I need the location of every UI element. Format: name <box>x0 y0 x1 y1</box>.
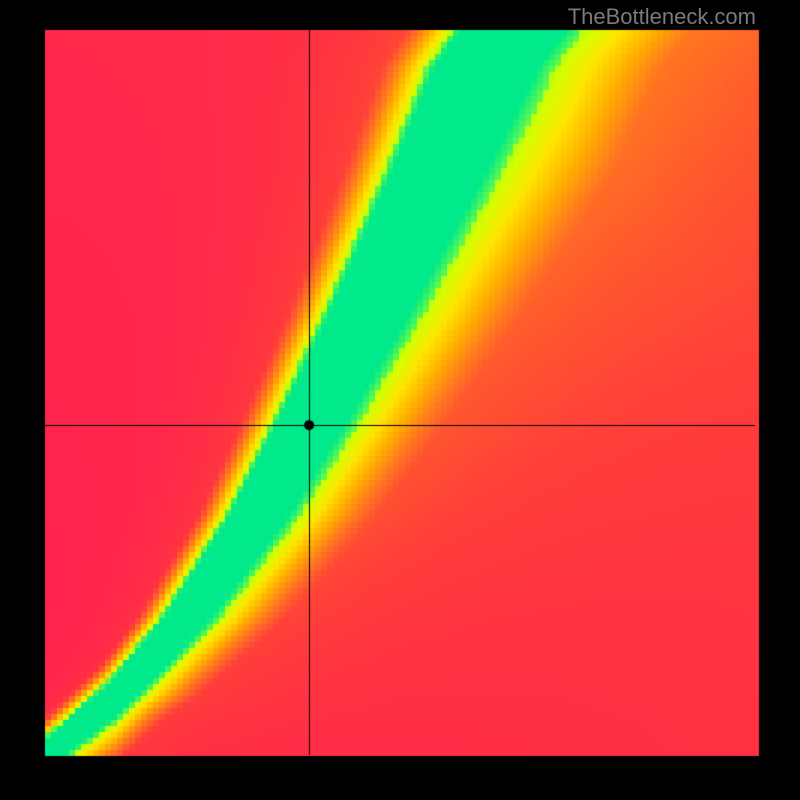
bottleneck-heatmap <box>0 0 800 800</box>
watermark-text: TheBottleneck.com <box>568 4 756 30</box>
